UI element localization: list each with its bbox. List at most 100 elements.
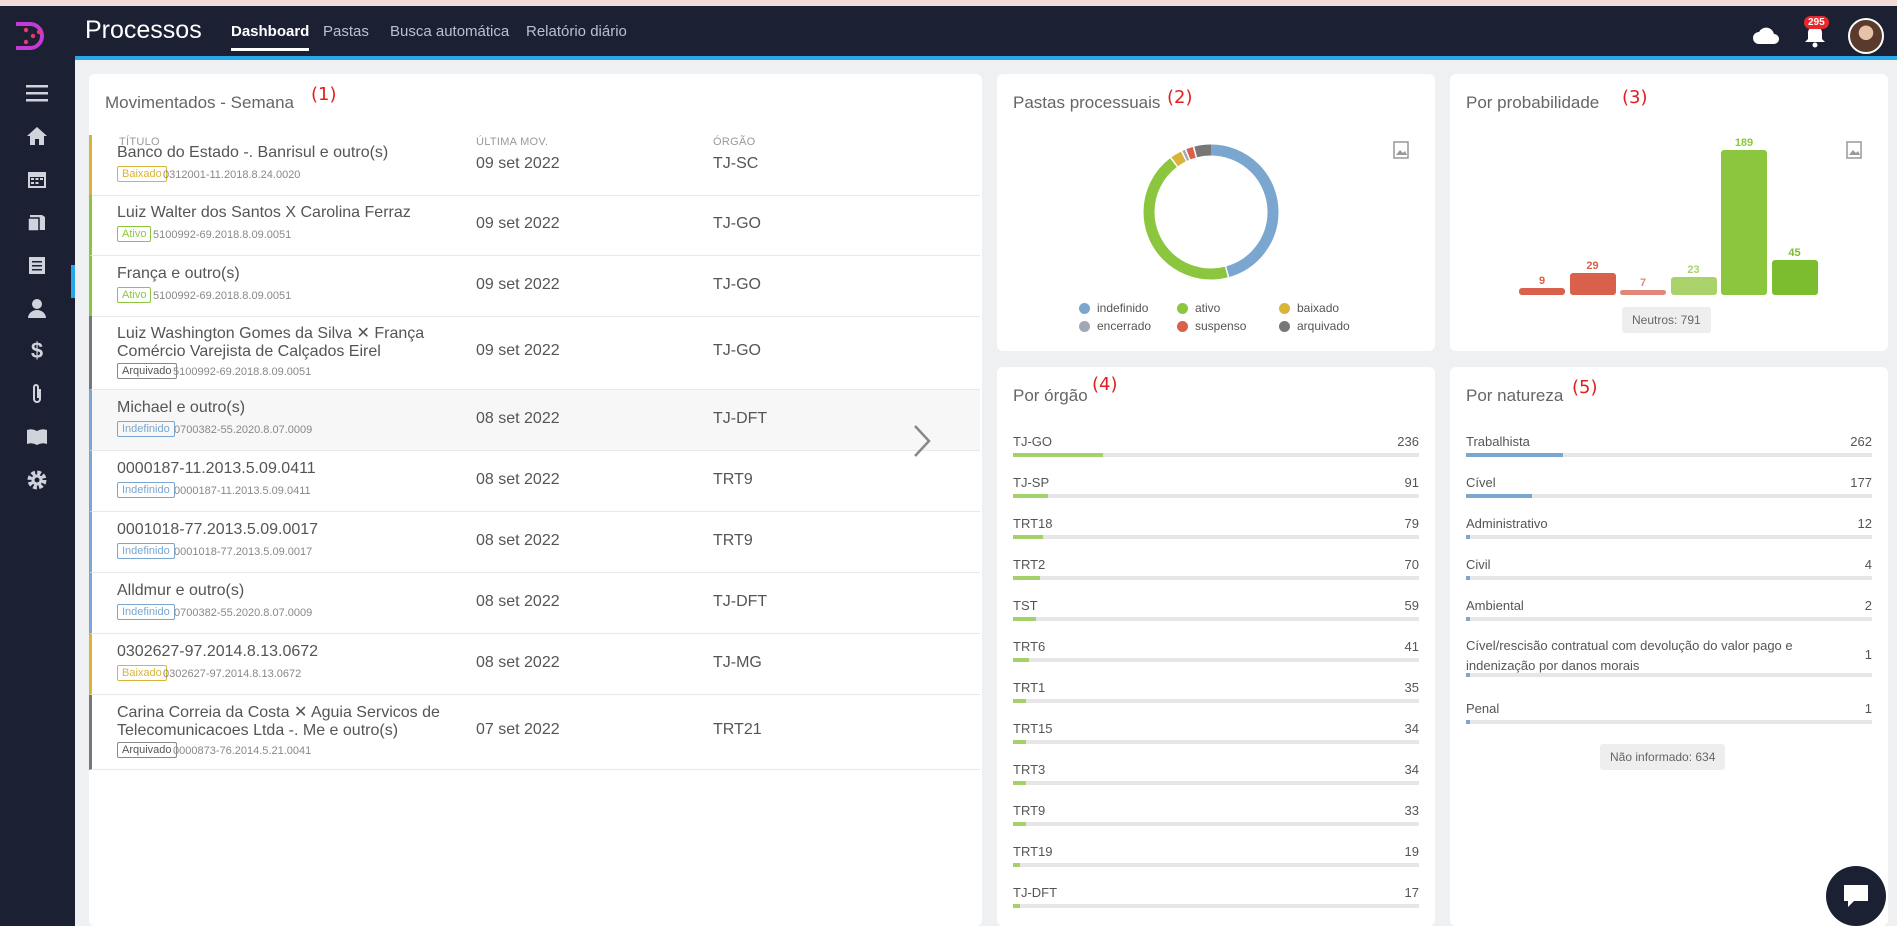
list-item[interactable]: Trabalhista 262 — [1466, 434, 1872, 468]
list-item[interactable]: Cível 177 — [1466, 475, 1872, 509]
chat-button[interactable] — [1826, 866, 1886, 926]
list-item[interactable]: Administrativo 12 — [1466, 516, 1872, 550]
legend-item-suspenso[interactable]: suspenso — [1177, 319, 1246, 333]
list-item[interactable]: TRT1 35 — [1013, 680, 1419, 714]
progress-track — [1013, 740, 1419, 744]
probability-bar[interactable] — [1670, 277, 1717, 295]
chevron-right-icon[interactable] — [912, 424, 932, 458]
gear-icon[interactable] — [22, 465, 52, 495]
table-row[interactable]: 0001018-77.2013.5.09.0017 Indefinido 00010… — [89, 512, 980, 573]
legend-item-ativo[interactable]: ativo — [1177, 301, 1220, 315]
list-item[interactable]: Civil 4 — [1466, 557, 1872, 591]
table-row[interactable]: 0302627-97.2014.8.13.0672 Baixado 0302627-… — [89, 634, 980, 695]
list-item[interactable]: TRT18 79 — [1013, 516, 1419, 550]
list-item[interactable]: TRT15 34 — [1013, 721, 1419, 755]
probability-bar[interactable] — [1620, 289, 1666, 295]
legend-label: indefinido — [1097, 301, 1149, 315]
table-row[interactable]: França e outro(s) Ativo 5100992-69.2018.8.… — [89, 256, 980, 317]
row-date: 07 set 2022 — [476, 721, 560, 738]
probability-bar[interactable] — [1771, 260, 1818, 295]
list-item[interactable]: TRT3 34 — [1013, 762, 1419, 796]
dollar-icon[interactable]: $ — [30, 338, 44, 363]
list-item[interactable]: Penal 1 — [1466, 701, 1872, 735]
table-row[interactable]: 0000187-11.2013.5.09.0411 Indefinido 00001… — [89, 451, 980, 512]
progress-track — [1466, 535, 1872, 539]
list-item[interactable]: TRT9 33 — [1013, 803, 1419, 837]
image-export-icon[interactable] — [1846, 141, 1862, 159]
list-item[interactable]: TJ-DFT 17 — [1013, 885, 1419, 919]
row-orgao: TRT9 — [713, 471, 753, 488]
column-header-last-mov[interactable]: ÚLTIMA MOV. — [476, 136, 549, 148]
legend-item-indefinido[interactable]: indefinido — [1079, 301, 1148, 315]
documents-icon[interactable] — [22, 250, 52, 280]
list-item[interactable]: Cível/rescisão contratual com devolução … — [1466, 638, 1872, 677]
table-row[interactable]: Luiz Walter dos Santos X Carolina Ferraz… — [89, 195, 980, 256]
progress-fill — [1466, 576, 1470, 580]
table-row[interactable]: Banco do Estado -. Banrisul e outro(s) Ba… — [89, 135, 980, 196]
app-logo[interactable] — [10, 20, 44, 54]
donut-slice-ativo[interactable] — [1143, 144, 1279, 280]
progress-fill — [1013, 535, 1044, 539]
nav-dashboard[interactable]: Dashboard — [231, 23, 310, 51]
row-title: França e outro(s) — [117, 265, 240, 282]
progress-fill — [1013, 699, 1027, 703]
list-item[interactable]: TRT6 41 — [1013, 639, 1419, 673]
list-item[interactable]: TRT19 19 — [1013, 844, 1419, 878]
probability-bar[interactable] — [1569, 272, 1616, 295]
item-value: 91 — [1404, 475, 1419, 490]
status-badge: Indefinido — [117, 604, 175, 620]
item-value: 17 — [1404, 885, 1419, 900]
row-orgao: TJ-DFT — [713, 410, 768, 427]
home-icon[interactable] — [22, 121, 52, 151]
nav-relatorio-diario[interactable]: Relatório diário — [526, 23, 627, 40]
status-donut-chart[interactable] — [1141, 142, 1281, 282]
progress-fill — [1013, 576, 1040, 580]
table-row[interactable]: Michael e outro(s) Indefinido 0700382-55.2… — [89, 390, 980, 451]
process-code: 0302627-97.2014.8.13.0672 — [163, 668, 302, 680]
nav-busca-automatica[interactable]: Busca automática — [390, 23, 510, 40]
legend-item-baixado[interactable]: baixado — [1279, 301, 1339, 315]
list-item[interactable]: TST 59 — [1013, 598, 1419, 632]
legend-dot — [1279, 302, 1290, 314]
row-title: Banco do Estado -. Banrisul e outro(s) — [117, 144, 389, 161]
column-header-title[interactable]: TÍTULO — [119, 136, 160, 148]
calendar-icon[interactable] — [22, 164, 52, 194]
legend-item-encerrado[interactable]: encerrado — [1079, 319, 1151, 333]
bell-icon[interactable] — [1804, 24, 1826, 48]
book-icon[interactable] — [22, 422, 52, 452]
column-header-orgao[interactable]: ÓRGÃO — [713, 136, 756, 148]
paperclip-icon[interactable] — [22, 379, 52, 409]
menu-icon[interactable] — [22, 78, 52, 108]
status-badge: Indefinido — [117, 421, 175, 437]
probability-bar[interactable] — [1721, 150, 1767, 295]
progress-fill — [1013, 904, 1020, 908]
list-item[interactable]: Ambiental 2 — [1466, 598, 1872, 632]
status-badge: Arquivado — [117, 742, 177, 758]
row-title: 0000187-11.2013.5.09.0411 — [117, 460, 316, 477]
item-label: TST — [1013, 598, 1038, 613]
list-item[interactable]: TJ-GO 236 — [1013, 434, 1419, 468]
legend-item-arquivado[interactable]: arquivado — [1279, 319, 1350, 333]
list-item[interactable]: TJ-SP 91 — [1013, 475, 1419, 509]
folders-icon[interactable] — [22, 207, 52, 237]
person-icon[interactable] — [22, 293, 52, 323]
table-row[interactable]: Alldmur e outro(s) Indefinido 0700382-55.2… — [89, 573, 980, 634]
table-row[interactable]: Carina Correia da Costa ✕ Aguia Servicos… — [89, 695, 980, 770]
progress-track — [1466, 617, 1872, 621]
donut-slice-arquivado[interactable] — [1143, 144, 1279, 280]
card-title: Por órgão — [1013, 386, 1088, 405]
process-code: 5100992-69.2018.8.09.0051 — [173, 366, 312, 378]
progress-fill — [1013, 740, 1027, 744]
legend-dot — [1279, 320, 1290, 332]
item-label: TRT15 — [1013, 721, 1053, 736]
cloud-icon[interactable] — [1752, 26, 1780, 46]
table-row[interactable]: Luiz Washington Gomes da Silva ✕ França C… — [89, 316, 980, 390]
item-value: 70 — [1404, 557, 1419, 572]
probability-bar[interactable] — [1519, 288, 1565, 295]
image-export-icon[interactable] — [1393, 141, 1409, 159]
progress-fill — [1466, 535, 1471, 539]
list-item[interactable]: TRT2 70 — [1013, 557, 1419, 591]
progress-track — [1466, 720, 1872, 724]
nav-pastas[interactable]: Pastas — [323, 23, 369, 40]
user-avatar[interactable] — [1848, 18, 1884, 54]
